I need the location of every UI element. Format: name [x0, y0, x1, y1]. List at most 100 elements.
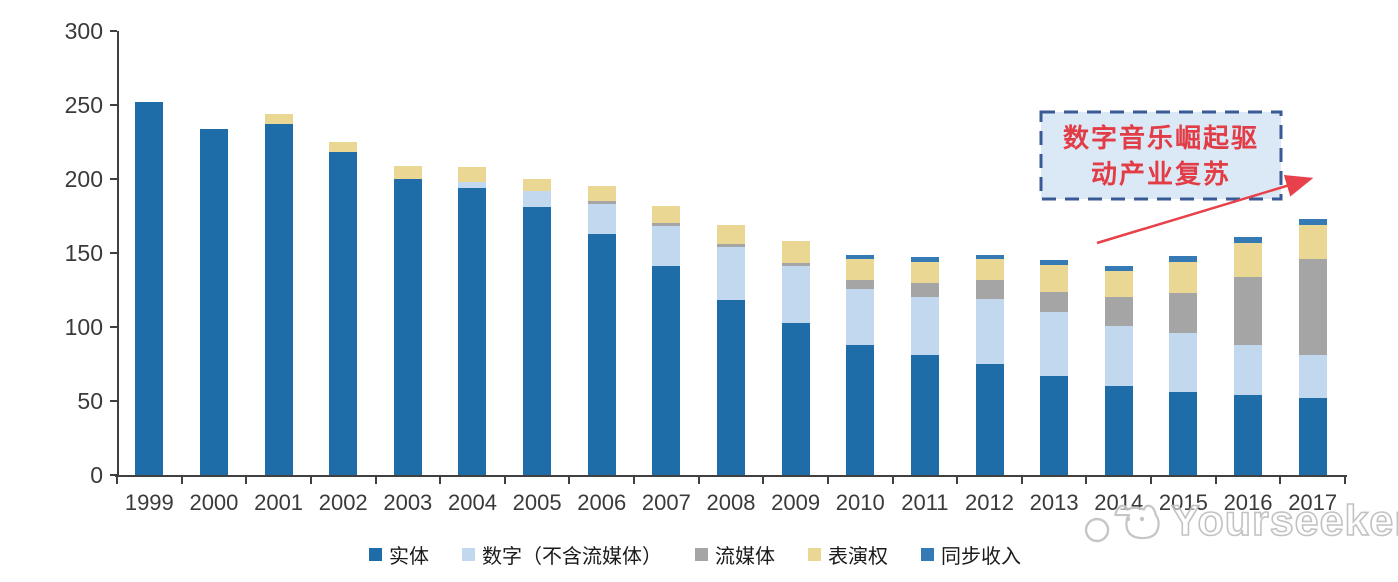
bar-2001 [264, 113, 293, 475]
bar-segment-2007 [652, 226, 681, 267]
bar-segment-2012 [975, 298, 1004, 364]
bar-segment-2010 [846, 254, 875, 259]
bar-segment-2017 [1298, 219, 1327, 225]
bar-2006 [587, 186, 616, 475]
bar-segment-2015 [1169, 392, 1198, 475]
x-axis-label: 2015 [1158, 490, 1208, 515]
bar-segment-2014 [1104, 266, 1133, 271]
legend-swatch-icon [462, 548, 475, 561]
bar-segment-2016 [1234, 276, 1263, 345]
annotation-arrow-icon [1096, 175, 1314, 245]
legend-item: 实体 [369, 540, 429, 569]
y-tick-mark [110, 326, 117, 328]
bar-segment-2004 [458, 181, 487, 188]
x-axis-label: 1999 [124, 490, 174, 515]
bar-segment-2012 [975, 254, 1004, 259]
bar-segment-2000 [199, 128, 228, 475]
bar-segment-2009 [781, 322, 810, 475]
bar-segment-2016 [1234, 395, 1263, 475]
x-axis-label: 2002 [318, 490, 368, 515]
bar-segment-2005 [523, 207, 552, 475]
legend-item: 同步收入 [921, 540, 1021, 569]
bar-segment-2014 [1104, 386, 1133, 475]
bar-segment-2008 [717, 224, 745, 245]
bar-segment-2006 [587, 233, 616, 475]
bar-2017 [1298, 219, 1327, 475]
y-axis-label: 250 [64, 92, 103, 118]
bar-segment-2011 [910, 297, 939, 356]
bar-2012 [975, 254, 1004, 475]
bar-segment-2013 [1040, 264, 1069, 292]
bar-segment-2014 [1104, 297, 1133, 326]
x-axis-label: 2000 [189, 490, 239, 515]
bar-segment-2012 [975, 364, 1004, 475]
bar-segment-2006 [587, 201, 616, 205]
x-tick-mark [245, 477, 248, 484]
bar-segment-2001 [264, 113, 293, 125]
bar-segment-2003 [393, 179, 422, 475]
bar-segment-2008 [717, 300, 745, 475]
bar-segment-2002 [329, 152, 358, 475]
legend-swatch-icon [921, 548, 934, 561]
bar-segment-2013 [1040, 291, 1069, 313]
x-tick-mark [1344, 477, 1346, 484]
legend-item: 数字（不含流媒体） [462, 540, 662, 569]
x-tick-mark [1150, 477, 1153, 484]
bar-segment-2014 [1104, 325, 1133, 387]
x-axis-label: 2011 [901, 490, 949, 515]
bar-segment-2008 [717, 244, 745, 248]
y-tick-mark [110, 474, 117, 476]
bar-segment-2011 [910, 355, 939, 475]
x-tick-mark [568, 477, 571, 484]
bar-segment-2009 [781, 263, 810, 267]
x-axis-label: 2010 [835, 490, 885, 515]
x-axis-label: 2008 [706, 490, 756, 515]
x-tick-mark [891, 477, 894, 484]
bar-segment-2007 [652, 223, 681, 227]
bar-2010 [846, 254, 875, 475]
legend-item: 流媒体 [695, 540, 775, 569]
bar-2016 [1234, 236, 1263, 475]
bar-segment-2009 [781, 241, 810, 264]
bar-2002 [329, 142, 358, 475]
bar-2008 [717, 224, 745, 475]
bar-segment-2015 [1169, 292, 1198, 333]
x-axis-label: 2006 [577, 490, 627, 515]
x-axis-label: 2012 [965, 490, 1014, 515]
x-axis-label: 2007 [641, 490, 691, 515]
x-tick-mark [1279, 477, 1282, 484]
legend-label: 流媒体 [715, 546, 775, 568]
x-axis-label: 2013 [1029, 490, 1079, 515]
bar-segment-2009 [781, 266, 810, 323]
x-tick-mark [116, 477, 118, 484]
x-axis [115, 475, 1347, 477]
bar-2015 [1169, 256, 1198, 475]
y-tick-mark [110, 178, 117, 180]
bar-segment-2013 [1040, 312, 1069, 376]
bar-2005 [523, 179, 552, 475]
x-axis-label: 2003 [383, 490, 433, 515]
x-tick-mark [826, 477, 829, 484]
legend-label: 同步收入 [941, 546, 1021, 568]
bar-2009 [781, 241, 810, 475]
x-axis-label: 2005 [512, 490, 562, 515]
bar-segment-1999 [135, 102, 164, 475]
y-tick-mark [110, 30, 117, 32]
x-tick-mark [309, 477, 312, 484]
x-tick-mark [180, 477, 183, 484]
bar-segment-2011 [910, 261, 939, 283]
x-tick-mark [1214, 477, 1217, 484]
x-tick-mark [439, 477, 442, 484]
bar-segment-2004 [458, 167, 487, 182]
annotation-line1: 数字音乐崛起驱 [1062, 122, 1259, 153]
bar-segment-2015 [1169, 256, 1198, 262]
x-tick-mark [503, 477, 506, 484]
bar-segment-2014 [1104, 270, 1133, 298]
bar-segment-2016 [1234, 344, 1263, 396]
legend-label: 数字（不含流媒体） [482, 546, 662, 568]
bar-segment-2008 [717, 247, 745, 301]
bar-segment-2015 [1169, 261, 1198, 293]
chart-legend: 实体 数字（不含流媒体） 流媒体 表演权 同步收入 [369, 540, 1021, 569]
x-axis-label: 2017 [1288, 490, 1338, 515]
